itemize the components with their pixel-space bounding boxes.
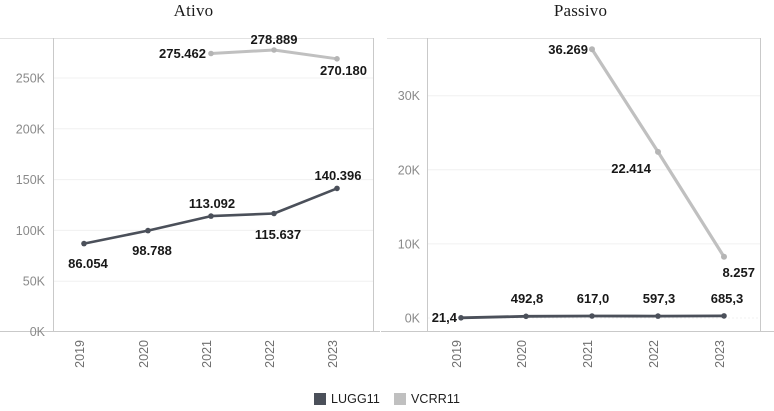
xtick-label-2022: 2022 (263, 340, 277, 368)
data-point-lugg11-2020 (145, 227, 151, 234)
data-label-lugg11-2023: 140.396 (315, 168, 362, 183)
data-point-lugg11-2021 (589, 313, 595, 319)
legend-item-lugg11[interactable]: LUGG11 (313, 391, 380, 406)
xtick-label-2023: 2023 (713, 340, 727, 368)
data-label-vcrr11-2021: 275.462 (159, 46, 206, 61)
xtick-label-2019: 2019 (450, 340, 464, 368)
ytick-label-20k: 20K (398, 163, 421, 177)
data-label-lugg11-2021: 617,0 (577, 291, 610, 306)
data-point-vcrr11-2022 (655, 148, 661, 155)
xtick-label-2022: 2022 (647, 340, 661, 368)
ytick-label-10k: 10K (398, 237, 421, 251)
data-point-vcrr11-2023 (334, 56, 340, 62)
ytick-label-30k: 30K (398, 89, 421, 103)
legend-swatch-lugg11 (313, 392, 326, 405)
data-label-lugg11-2023: 685,3 (711, 291, 744, 306)
legend-label-lugg11: LUGG11 (330, 391, 380, 406)
data-point-vcrr11-2021 (589, 46, 595, 53)
chart-panel-ativo: Ativo 0K 50K 100K 150K 200K 250K (0, 0, 387, 385)
xtick-label-2019: 2019 (73, 340, 87, 368)
xtick-label-2021: 2021 (581, 340, 595, 368)
ytick-label-0: 0K (30, 325, 46, 339)
data-point-lugg11-2022 (271, 210, 277, 217)
panel-separator (380, 0, 381, 385)
data-label-lugg11-2020: 98.788 (132, 243, 172, 258)
data-point-vcrr11-2023 (721, 253, 727, 260)
xtick-label-2021: 2021 (200, 340, 214, 368)
panel-title-passivo: Passivo (553, 1, 608, 20)
legend-swatch-vcrr11 (394, 392, 406, 405)
ytick-label-100k: 100K (16, 224, 46, 238)
data-label-lugg11-2020: 492,8 (511, 291, 544, 306)
data-point-lugg11-2023 (721, 313, 727, 319)
data-label-lugg11-2021: 113.092 (189, 196, 235, 211)
xtick-label-2020: 2020 (515, 340, 529, 368)
data-label-lugg11-2019: 21,4 (432, 310, 458, 325)
data-label-vcrr11-2022: 278.889 (251, 32, 298, 47)
data-label-lugg11-2022: 597,3 (643, 291, 676, 306)
data-point-lugg11-2023 (334, 185, 340, 192)
ytick-label-150k: 150K (16, 173, 46, 187)
data-point-lugg11-2020 (523, 313, 529, 320)
ytick-label-200k: 200K (16, 122, 46, 136)
data-label-vcrr11-2023: 270.180 (320, 63, 367, 78)
panel-title-ativo: Ativo (173, 1, 214, 20)
data-label-lugg11-2019: 86.054 (68, 256, 109, 271)
plot-area-passivo: 0K 10K 20K 30K 36.269 22.414 8.257 21,4 … (387, 38, 774, 368)
data-point-lugg11-2019 (458, 315, 464, 321)
ytick-label-50k: 50K (23, 275, 46, 289)
xtick-label-2020: 2020 (137, 340, 151, 368)
data-point-vcrr11-2021 (208, 50, 214, 57)
ytick-label-0: 0K (405, 312, 421, 326)
ytick-label-250k: 250K (16, 72, 46, 86)
plot-area-ativo: 0K 50K 100K 150K 200K 250K 275.462 278.8… (0, 32, 387, 368)
data-point-lugg11-2021 (208, 213, 214, 219)
legend-item-vcrr11[interactable]: VCRR11 (394, 392, 460, 406)
legend-label-vcrr11: VCRR11 (411, 391, 460, 406)
data-point-lugg11-2022 (655, 313, 661, 319)
data-label-lugg11-2022: 115.637 (255, 227, 301, 242)
chart-panel-passivo: Passivo 0K 10K 20K 30K (387, 0, 774, 385)
data-point-lugg11-2019 (81, 240, 87, 247)
data-label-vcrr11-2023: 8.257 (722, 265, 755, 280)
data-point-vcrr11-2022 (271, 47, 277, 53)
chart-legend: LUGG11 VCRR11 (0, 386, 774, 411)
xtick-label-2023: 2023 (326, 340, 340, 368)
data-label-vcrr11-2021: 36.269 (548, 42, 588, 57)
data-label-vcrr11-2022: 22.414 (611, 161, 652, 176)
